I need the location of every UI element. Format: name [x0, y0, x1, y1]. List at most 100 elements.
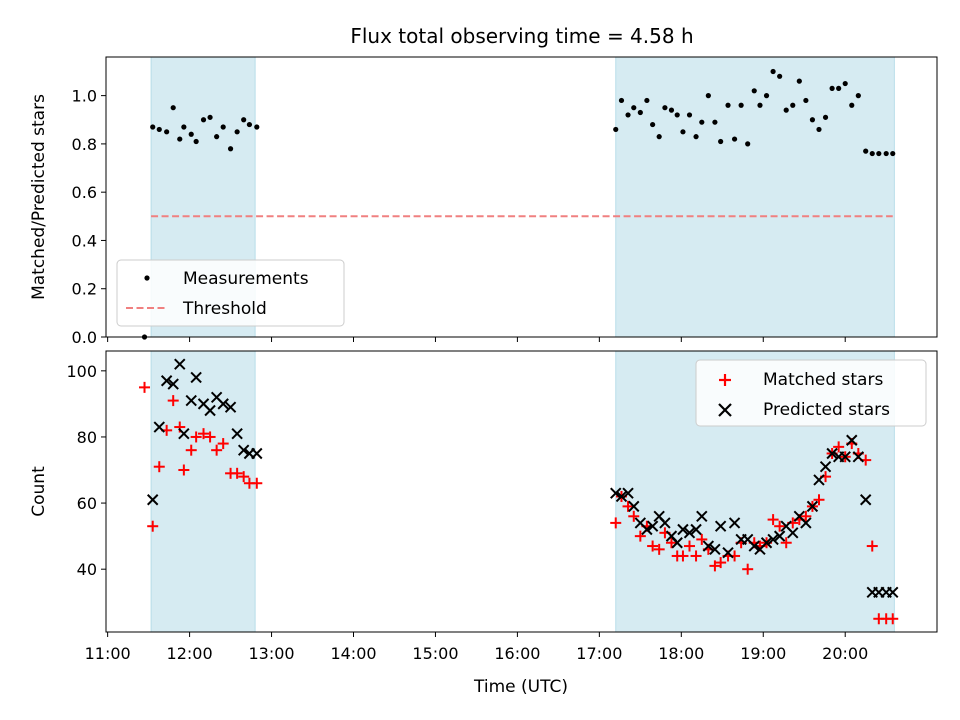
- top-x-ticks: [107, 337, 846, 342]
- measurement-point: [777, 73, 783, 79]
- top-y-axis-label: Matched/Predicted stars: [29, 94, 49, 300]
- legend-matched-label: Matched stars: [763, 370, 883, 390]
- matched-point: [813, 494, 825, 506]
- predicted-point: [859, 494, 872, 506]
- measurement-point: [712, 119, 718, 125]
- shaded-span-1: [615, 56, 895, 338]
- measurement-point: [783, 107, 789, 113]
- predicted-point: [728, 517, 741, 529]
- predicted-stars-series: [147, 358, 899, 599]
- matched-point: [696, 533, 708, 545]
- measurement-point: [790, 102, 796, 108]
- matched-point: [767, 514, 779, 526]
- y-tick-label: 60: [77, 494, 97, 513]
- measurement-point: [644, 97, 650, 104]
- measurement-point: [770, 68, 776, 75]
- matched-point: [833, 441, 845, 453]
- measurement-point: [200, 117, 207, 123]
- measurement-point: [188, 131, 194, 137]
- top-y-ticks: 0.0 0.2 0.4 0.6 0.8 1.0: [72, 87, 106, 347]
- x-tick-label: 13:00: [248, 644, 294, 663]
- predicted-point: [773, 530, 786, 542]
- predicted-point: [251, 447, 263, 460]
- x-tick-label: 11:00: [85, 644, 131, 663]
- top-legend: Measurements Threshold: [116, 259, 345, 327]
- predicted-point: [683, 527, 696, 539]
- predicted-point: [826, 447, 838, 460]
- predicted-point: [887, 586, 899, 599]
- matched-point: [211, 444, 223, 456]
- measurement-point: [763, 93, 770, 99]
- matched-point: [690, 550, 702, 562]
- measurement-point: [829, 85, 835, 91]
- top-panel: 0.0 0.2 0.4 0.6 0.8 1.0 Matched/Predicted sta…: [29, 56, 938, 347]
- predicted-point: [231, 427, 243, 440]
- x-tick-label: 14:00: [330, 644, 376, 663]
- matched-point: [610, 517, 622, 529]
- y-tick-label: 0.6: [72, 183, 97, 202]
- bottom-x-ticks: 11:00 12:00 13:00 14:00 15:00 16:00 17:00 18:00…: [85, 632, 868, 663]
- predicted-point: [646, 520, 659, 532]
- measurement-point: [214, 134, 220, 140]
- measurement-point: [650, 121, 656, 128]
- x-axis-label: Time (UTC): [473, 677, 568, 697]
- predicted-point: [190, 371, 202, 384]
- measurement-point: [193, 138, 199, 145]
- bottom-axes-frame: [105, 350, 938, 633]
- measurement-point: [738, 102, 744, 108]
- matched-point: [709, 560, 721, 572]
- matched-point: [647, 540, 659, 552]
- measurement-point: [803, 97, 809, 104]
- matched-point: [742, 563, 754, 575]
- measurement-point: [254, 124, 260, 130]
- predicted-point: [852, 451, 865, 463]
- measurement-point: [662, 105, 668, 111]
- x-tick-label: 20:00: [822, 644, 868, 663]
- measurement-point: [668, 107, 675, 113]
- measurement-point: [686, 112, 693, 118]
- measurement-point: [876, 150, 882, 157]
- matched-point: [665, 537, 677, 549]
- measurement-point: [234, 129, 240, 135]
- measurement-point: [246, 121, 253, 128]
- predicted-point: [147, 494, 159, 506]
- matched-point: [622, 500, 634, 512]
- measurement-point: [631, 105, 637, 111]
- matched-point: [139, 381, 151, 393]
- matched-point: [198, 428, 210, 440]
- measurement-point: [796, 78, 802, 84]
- measurement-point: [618, 97, 625, 104]
- predicted-point: [748, 540, 760, 552]
- y-tick-label: 0.4: [72, 231, 97, 250]
- measurement-point: [809, 117, 816, 123]
- predicted-point: [767, 533, 779, 546]
- measurement-point: [156, 126, 162, 133]
- top-axes-frame: [105, 56, 938, 338]
- measurement-point: [170, 105, 176, 111]
- predicted-point: [813, 474, 825, 486]
- measurement-point: [674, 112, 680, 118]
- matched-point: [628, 510, 640, 522]
- measurement-point: [751, 88, 757, 94]
- measurement-point: [181, 124, 187, 130]
- matched-point: [190, 431, 202, 443]
- measurement-point: [836, 85, 842, 91]
- measurement-point: [731, 136, 738, 142]
- legend-predicted-label: Predicted stars: [763, 400, 890, 420]
- matched-point: [866, 540, 878, 552]
- bottom-legend-box: [695, 359, 927, 427]
- measurement-point: [164, 129, 170, 135]
- bottom-panel: 40 60 80 100 11:00 12:00 13:00 14:00 15:00 16:00…: [29, 350, 938, 697]
- matched-point: [231, 467, 243, 479]
- matched-point: [217, 438, 229, 450]
- measurement-point: [625, 112, 631, 118]
- matched-point: [653, 543, 665, 555]
- predicted-point: [167, 378, 179, 390]
- matched-point: [167, 395, 179, 407]
- measurement-point: [849, 102, 855, 108]
- predicted-point: [690, 523, 702, 536]
- chart-title: Flux total observing time = 4.58 h: [350, 24, 693, 48]
- predicted-point: [185, 394, 197, 407]
- predicted-point: [696, 510, 708, 523]
